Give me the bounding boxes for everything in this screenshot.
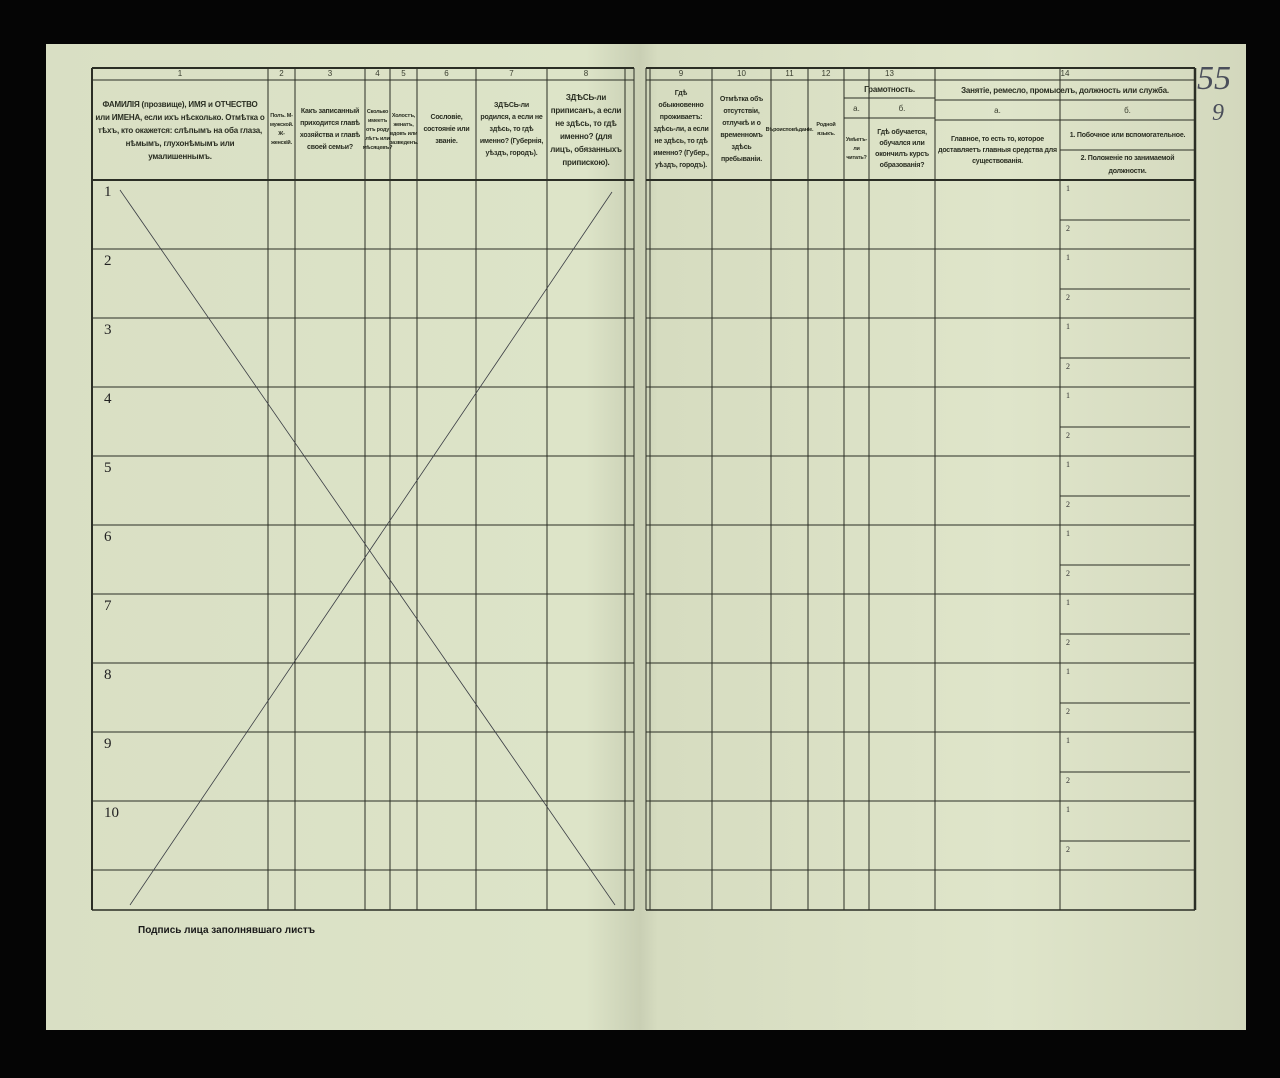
column-header: 2. Положеніе по занимаемой должности. — [1080, 154, 1175, 175]
subrow-label: 1 — [1066, 598, 1070, 607]
column-subnumber: б. — [898, 104, 906, 113]
subrow-label: 2 — [1066, 845, 1070, 854]
row-number: 10 — [104, 805, 119, 821]
column-header: Занятіе, ремесло, промыселъ, должность и… — [961, 85, 1169, 95]
column-number: 14 — [1060, 69, 1070, 78]
row-number: 6 — [104, 529, 112, 545]
subrow-label: 2 — [1066, 293, 1070, 302]
subrow-label: 1 — [1066, 184, 1070, 193]
column-header: Отмѣтка объ отсутствіи, отлучкѣ и о врем… — [719, 96, 764, 163]
column-header: 1. Побочное или вспомогательное. — [1069, 131, 1186, 139]
row-number: 9 — [104, 736, 112, 752]
row-number: 7 — [104, 598, 112, 614]
column-number: 5 — [401, 69, 406, 78]
handwritten-cross-stroke — [129, 191, 613, 906]
column-subnumber: а. — [853, 104, 860, 113]
subrow-label: 2 — [1066, 224, 1070, 233]
subrow-label: 1 — [1066, 253, 1070, 262]
signature-label: Подпись лица заполнявшаго листъ — [138, 925, 316, 936]
subrow-label: 2 — [1066, 431, 1070, 440]
column-number: 6 — [444, 69, 449, 78]
row-number: 3 — [104, 322, 112, 338]
subrow-label: 1 — [1066, 460, 1070, 469]
subrow-label: 1 — [1066, 391, 1070, 400]
column-header: Холостъ, женатъ, вдовъ или разведенъ. — [389, 113, 418, 146]
subrow-label: 1 — [1066, 805, 1070, 814]
column-number: 2 — [279, 69, 284, 78]
column-header: ЗДѢСЬ-ли родился, а если не здѣсь, то гд… — [479, 102, 544, 157]
row-number: 2 — [104, 253, 112, 269]
subrow-label: 2 — [1066, 776, 1070, 785]
handwritten-cross-stroke — [119, 189, 616, 906]
column-number: 11 — [785, 69, 794, 78]
row-number: 4 — [104, 391, 112, 407]
subrow-label: 2 — [1066, 569, 1070, 578]
column-header: ФАМИЛІЯ (прозвище), ИМЯ и ОТЧЕСТВО или И… — [95, 99, 265, 161]
column-number: 8 — [583, 69, 589, 78]
column-number: 4 — [375, 69, 380, 78]
column-subnumber: а. — [994, 106, 1001, 115]
column-number: 13 — [885, 69, 894, 78]
column-header: Какъ записанный приходится главѣ хозяйст… — [299, 108, 361, 151]
column-number: 10 — [737, 69, 746, 78]
subrow-label: 1 — [1066, 736, 1070, 745]
column-header: Сколько имеетъ отъ роду лѣтъ или мѣсяцев… — [362, 108, 393, 151]
subrow-label: 1 — [1066, 322, 1070, 331]
column-header: Умѣетъ-ли читать? — [845, 136, 868, 161]
row-number: 8 — [104, 667, 112, 683]
row-number: 5 — [104, 460, 112, 476]
subrow-label: 2 — [1066, 500, 1070, 509]
column-header: Грамотность. — [864, 84, 915, 94]
column-header: Вѣроисповѣданіе. — [765, 126, 814, 133]
subrow-label: 2 — [1066, 362, 1070, 371]
subrow-label: 2 — [1066, 638, 1070, 647]
subrow-label: 1 — [1066, 667, 1070, 676]
column-header: ЗДѢСЬ-ли приписанъ, а если не здѣсь, то … — [550, 93, 622, 167]
column-number: 7 — [509, 69, 514, 78]
column-number: 9 — [678, 69, 684, 78]
column-number: 3 — [327, 69, 333, 78]
column-header: Сословіе, состояніе или званіе. — [423, 114, 470, 145]
column-number: 1 — [177, 69, 183, 78]
row-number: 1 — [104, 184, 112, 200]
subrow-label: 2 — [1066, 707, 1070, 716]
column-number: 12 — [821, 69, 831, 78]
column-subnumber: б. — [1124, 106, 1131, 115]
subrow-label: 1 — [1066, 529, 1070, 538]
column-header: Главное, то есть то, которое доставляетъ… — [938, 135, 1057, 165]
column-header: Гдѣ обыкновенно проживаетъ: здѣсь-ли, а … — [653, 90, 709, 169]
handwritten-sheet-number: 55 — [1197, 60, 1231, 97]
handwritten-mark: 9 — [1212, 100, 1224, 126]
column-header: Гдѣ обучается, обучался или окончилъ кур… — [875, 129, 929, 169]
column-header: Полъ. М-мужской. Ж-женскій. — [269, 113, 294, 146]
column-header: Родной языкъ. — [816, 122, 836, 137]
